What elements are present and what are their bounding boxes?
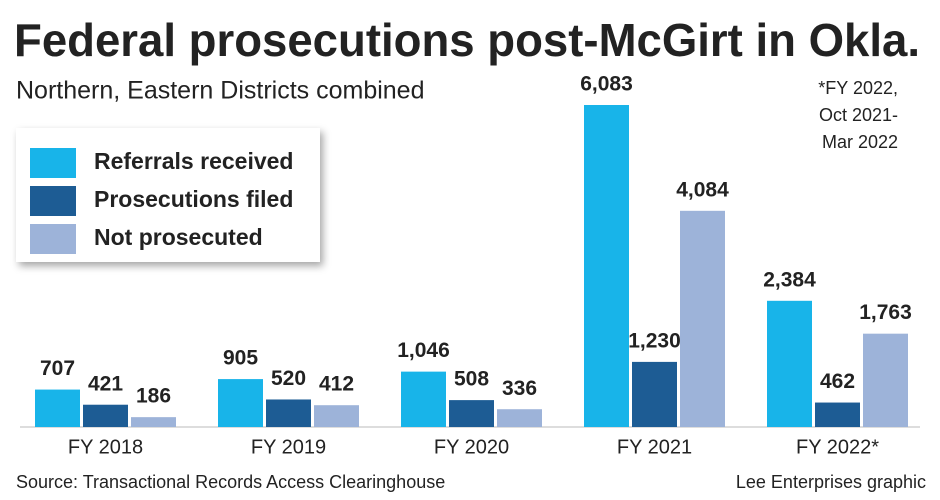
source: Source: Transactional Records Access Cle… (16, 472, 445, 492)
value-label: 905 (223, 347, 258, 370)
footnote: Oct 2021- (819, 105, 898, 125)
chart-subtitle: Northern, Eastern Districts combined (16, 77, 424, 105)
value-label: 421 (88, 372, 123, 395)
value-label: 2,384 (763, 268, 816, 291)
bar (863, 333, 908, 427)
bar (314, 405, 359, 427)
bar (266, 399, 311, 427)
legend-label: Not prosecuted (94, 224, 263, 250)
footnote: Mar 2022 (822, 132, 898, 152)
bar (632, 361, 677, 427)
chart-title: Federal prosecutions post-McGirt in Okla… (14, 14, 920, 66)
bar (449, 400, 494, 427)
legend-swatch (30, 148, 76, 178)
value-label: 4,084 (676, 178, 729, 201)
footnote: *FY 2022, (818, 78, 898, 98)
value-label: 6,083 (580, 73, 633, 96)
bar (218, 379, 263, 427)
bar (83, 404, 128, 427)
bar (401, 371, 446, 427)
legend-swatch (30, 186, 76, 216)
x-tick-label: FY 2022* (796, 436, 879, 458)
value-label: 1,763 (859, 301, 912, 324)
bar (815, 402, 860, 427)
value-label: 186 (136, 385, 171, 408)
legend-swatch (30, 224, 76, 254)
credit: Lee Enterprises graphic (736, 472, 926, 492)
bar (131, 417, 176, 427)
bar (584, 105, 629, 427)
bar (767, 300, 812, 427)
bar (680, 210, 725, 427)
value-label: 1,230 (628, 329, 681, 352)
legend-label: Referrals received (94, 148, 293, 174)
value-label: 1,046 (397, 339, 450, 362)
x-tick-label: FY 2018 (68, 436, 143, 458)
value-label: 508 (454, 368, 489, 391)
x-tick-label: FY 2020 (434, 436, 509, 458)
bar (497, 409, 542, 427)
value-label: 336 (502, 377, 537, 400)
value-label: 520 (271, 367, 306, 390)
legend-label: Prosecutions filed (94, 186, 293, 212)
x-tick-label: FY 2019 (251, 436, 326, 458)
value-label: 707 (40, 357, 75, 380)
value-label: 412 (319, 373, 354, 396)
value-label: 462 (820, 370, 855, 393)
bar (35, 389, 80, 427)
x-tick-label: FY 2021 (617, 436, 692, 458)
